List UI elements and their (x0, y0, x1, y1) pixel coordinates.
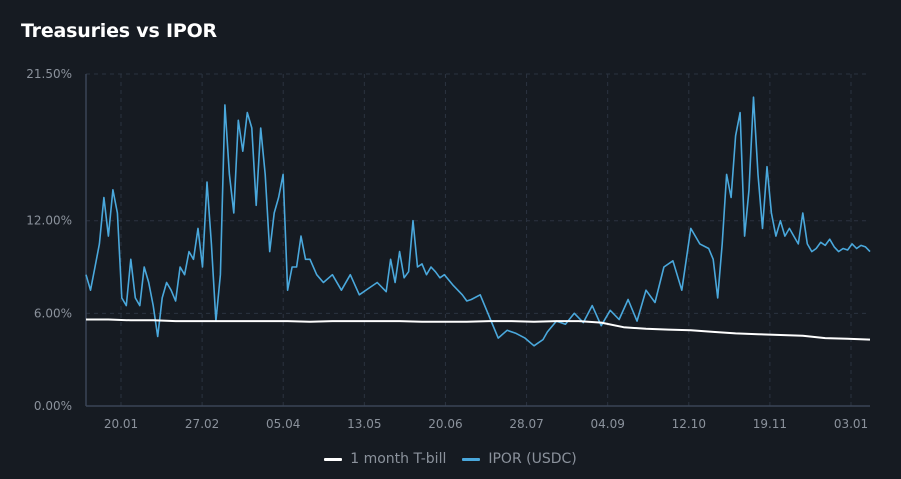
x-tick-label: 04.09 (590, 417, 624, 431)
x-tick-label: 27.02 (185, 417, 219, 431)
legend: 1 month T-bill IPOR (USDC) (0, 451, 901, 467)
legend-swatch-tbill (324, 457, 343, 461)
x-tick-label: 13.05 (347, 417, 381, 431)
x-tick-label: 03.01 (834, 417, 868, 431)
x-tick-label: 12.10 (672, 417, 706, 431)
x-tick-label: 28.07 (509, 417, 543, 431)
x-tick-label: 19.11 (753, 417, 787, 431)
chart-title: Treasuries vs IPOR (21, 20, 217, 42)
series-line-tbill (86, 318, 871, 341)
legend-swatch-ipor (462, 457, 481, 461)
axes: 0.00% 6.00% 12.00% 21.50% 20.01 27.02 05.04 13.… (26, 67, 870, 431)
series (85, 96, 871, 347)
x-tick-label: 05.04 (266, 417, 300, 431)
x-tick-label: 20.06 (428, 417, 462, 431)
y-tick-label: 6.00% (34, 306, 72, 320)
series-line-ipor (85, 96, 871, 347)
y-tick-label: 21.50% (26, 67, 72, 81)
y-tick-label: 12.00% (26, 214, 72, 228)
legend-label-tbill: 1 month T-bill (350, 451, 447, 467)
y-tick-label: 0.00% (34, 399, 72, 413)
legend-label-ipor: IPOR (USDC) (488, 451, 577, 467)
legend-item-ipor[interactable]: IPOR (USDC) (462, 451, 577, 467)
line-chart: 0.00% 6.00% 12.00% 21.50% 20.01 27.02 05.04 13.… (26, 67, 871, 431)
legend-item-tbill[interactable]: 1 month T-bill (324, 451, 446, 467)
x-tick-label: 20.01 (104, 417, 138, 431)
